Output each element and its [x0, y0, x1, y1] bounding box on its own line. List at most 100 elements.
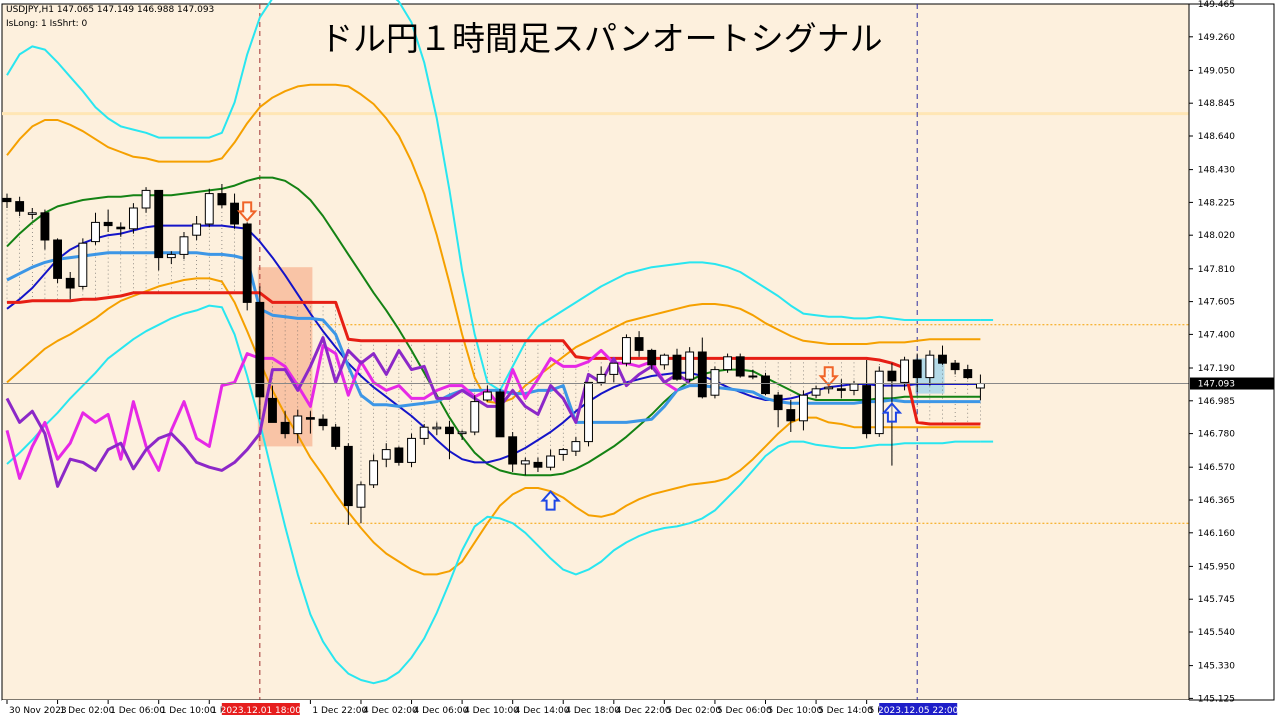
candle-down — [697, 351, 707, 398]
time-tick-label: 5 Dec 02:00 — [666, 706, 721, 716]
candle-up — [584, 381, 593, 443]
time-tick-label: 1 Dec 22:00 — [312, 706, 367, 716]
candle-up — [723, 356, 733, 371]
candle-up — [78, 242, 88, 287]
bb_up2-line — [6, 0, 981, 392]
price-tick-label: 145.745 — [1198, 595, 1235, 605]
osc_purple-line — [5, 336, 691, 488]
candle-down — [735, 356, 745, 377]
candle-down — [938, 354, 947, 364]
candle-down — [40, 212, 50, 241]
price-tick-label: 148.430 — [1198, 166, 1235, 176]
candle-up — [369, 460, 379, 486]
price-axis — [1188, 3, 1275, 701]
candle-up — [900, 359, 909, 383]
price-tick-label: 148.845 — [1198, 99, 1235, 109]
time-tick-label: 1 Dec 02:00 — [60, 706, 115, 716]
chart-info-panel: USDJPY,H1 147.065 147.149 146.988 147.09… — [6, 3, 214, 31]
candle-up — [546, 455, 556, 468]
candle-down — [305, 417, 315, 420]
ma_green-line — [6, 176, 981, 477]
candle-down — [255, 301, 265, 398]
bb_low2-line — [6, 304, 981, 685]
osc_magenta-line — [5, 344, 678, 480]
time-tick-label: 1 Dec 10:00 — [161, 706, 216, 716]
candle-up — [596, 373, 606, 383]
candle-down — [2, 197, 12, 203]
price-tick-label: 148.225 — [1198, 198, 1235, 208]
candle-down — [508, 436, 518, 465]
price-tick-label: 149.260 — [1198, 33, 1235, 43]
time-tick-label: 4 Dec 22:00 — [616, 706, 671, 716]
price-tick-label: 148.020 — [1198, 231, 1235, 241]
plot-area — [1, 3, 1190, 701]
candle-down — [230, 202, 239, 225]
candle-down — [15, 201, 25, 212]
candle-up — [457, 431, 467, 435]
sell-signal-arrow — [818, 366, 839, 387]
price-tick-label: 147.400 — [1198, 330, 1235, 340]
price-tick-label: 148.640 — [1198, 132, 1235, 142]
candle-down — [836, 388, 846, 391]
candle-up — [128, 207, 138, 230]
candle-down — [634, 337, 644, 351]
candle-down — [786, 409, 796, 422]
candle-up — [27, 212, 37, 215]
current-price-tag — [1190, 377, 1274, 390]
price-tick-label: 146.985 — [1198, 397, 1235, 407]
time-tick-label: 4 Dec 10:00 — [464, 706, 519, 716]
candle-down — [533, 461, 543, 468]
candle-up — [874, 370, 884, 435]
time-tick-label: 1 Dec 06:00 — [110, 706, 165, 716]
price-tick-label: 147.605 — [1198, 298, 1235, 308]
candle-down — [887, 370, 897, 382]
candle-up — [685, 351, 695, 380]
candle-up — [622, 337, 631, 364]
time-tick-label: 5 Dec 10:00 — [768, 706, 823, 716]
candle-up — [356, 484, 366, 508]
candle-up — [558, 449, 568, 455]
candle-up — [975, 383, 985, 389]
candle-up — [659, 354, 669, 366]
candle-up — [407, 437, 416, 463]
time-tick-label: 30 Nov 2023 — [9, 706, 67, 716]
bb_low1-line — [6, 277, 981, 576]
ma_sky-line — [6, 251, 981, 424]
sell-signal-arrow — [236, 201, 258, 222]
candle-up — [710, 369, 720, 396]
candle-down — [53, 239, 63, 279]
price-tick-label: 146.570 — [1198, 463, 1235, 473]
time-tag-label-1: 2023.12.05 22:00 — [878, 706, 959, 716]
time-tick-label: 4 Dec 02:00 — [363, 706, 418, 716]
candle-up — [609, 362, 619, 375]
candle-down — [761, 375, 770, 395]
candle-down — [318, 418, 328, 427]
candle-up — [419, 426, 429, 439]
candle-down — [862, 385, 872, 435]
time-tag-0 — [221, 703, 300, 715]
candle-up — [925, 354, 935, 379]
span_red-line — [7, 291, 981, 426]
candle-down — [445, 426, 454, 435]
candle-up — [520, 460, 530, 465]
candle-down — [217, 193, 227, 206]
candle-down — [773, 394, 783, 411]
candle-up — [192, 223, 202, 236]
price-tick-label: 149.050 — [1198, 66, 1235, 76]
symbol-ohlc-line: USDJPY,H1 147.065 147.149 146.988 147.09… — [6, 5, 215, 15]
candle-up — [432, 426, 442, 430]
bb_up1-line — [6, 83, 981, 405]
price-tick-label: 145.330 — [1198, 662, 1235, 672]
candle-up — [798, 394, 808, 422]
candle-down — [103, 221, 113, 227]
candle-up — [849, 383, 859, 391]
candle-up — [571, 441, 581, 452]
buy-signal-arrow — [540, 490, 561, 511]
current-price-tag-label: 147.093 — [1198, 380, 1235, 390]
candle-down — [343, 445, 353, 507]
time-tick-label: 5 Dec 14:00 — [818, 706, 873, 716]
price-tick-label: 145.950 — [1198, 562, 1235, 572]
candle-down — [963, 369, 973, 379]
candle-up — [179, 236, 189, 255]
